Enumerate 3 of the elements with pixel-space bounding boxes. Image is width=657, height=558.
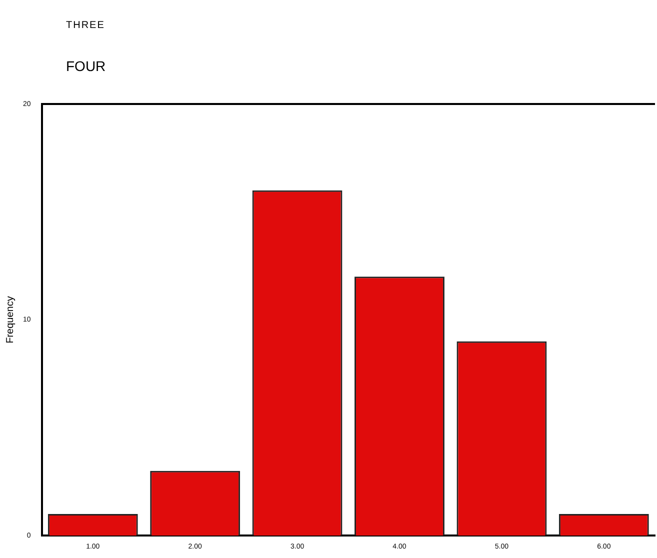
y-axis-title: Frequency bbox=[4, 296, 16, 344]
chart-subtitle: FOUR bbox=[66, 58, 106, 74]
chart-title: THREE bbox=[66, 20, 105, 31]
